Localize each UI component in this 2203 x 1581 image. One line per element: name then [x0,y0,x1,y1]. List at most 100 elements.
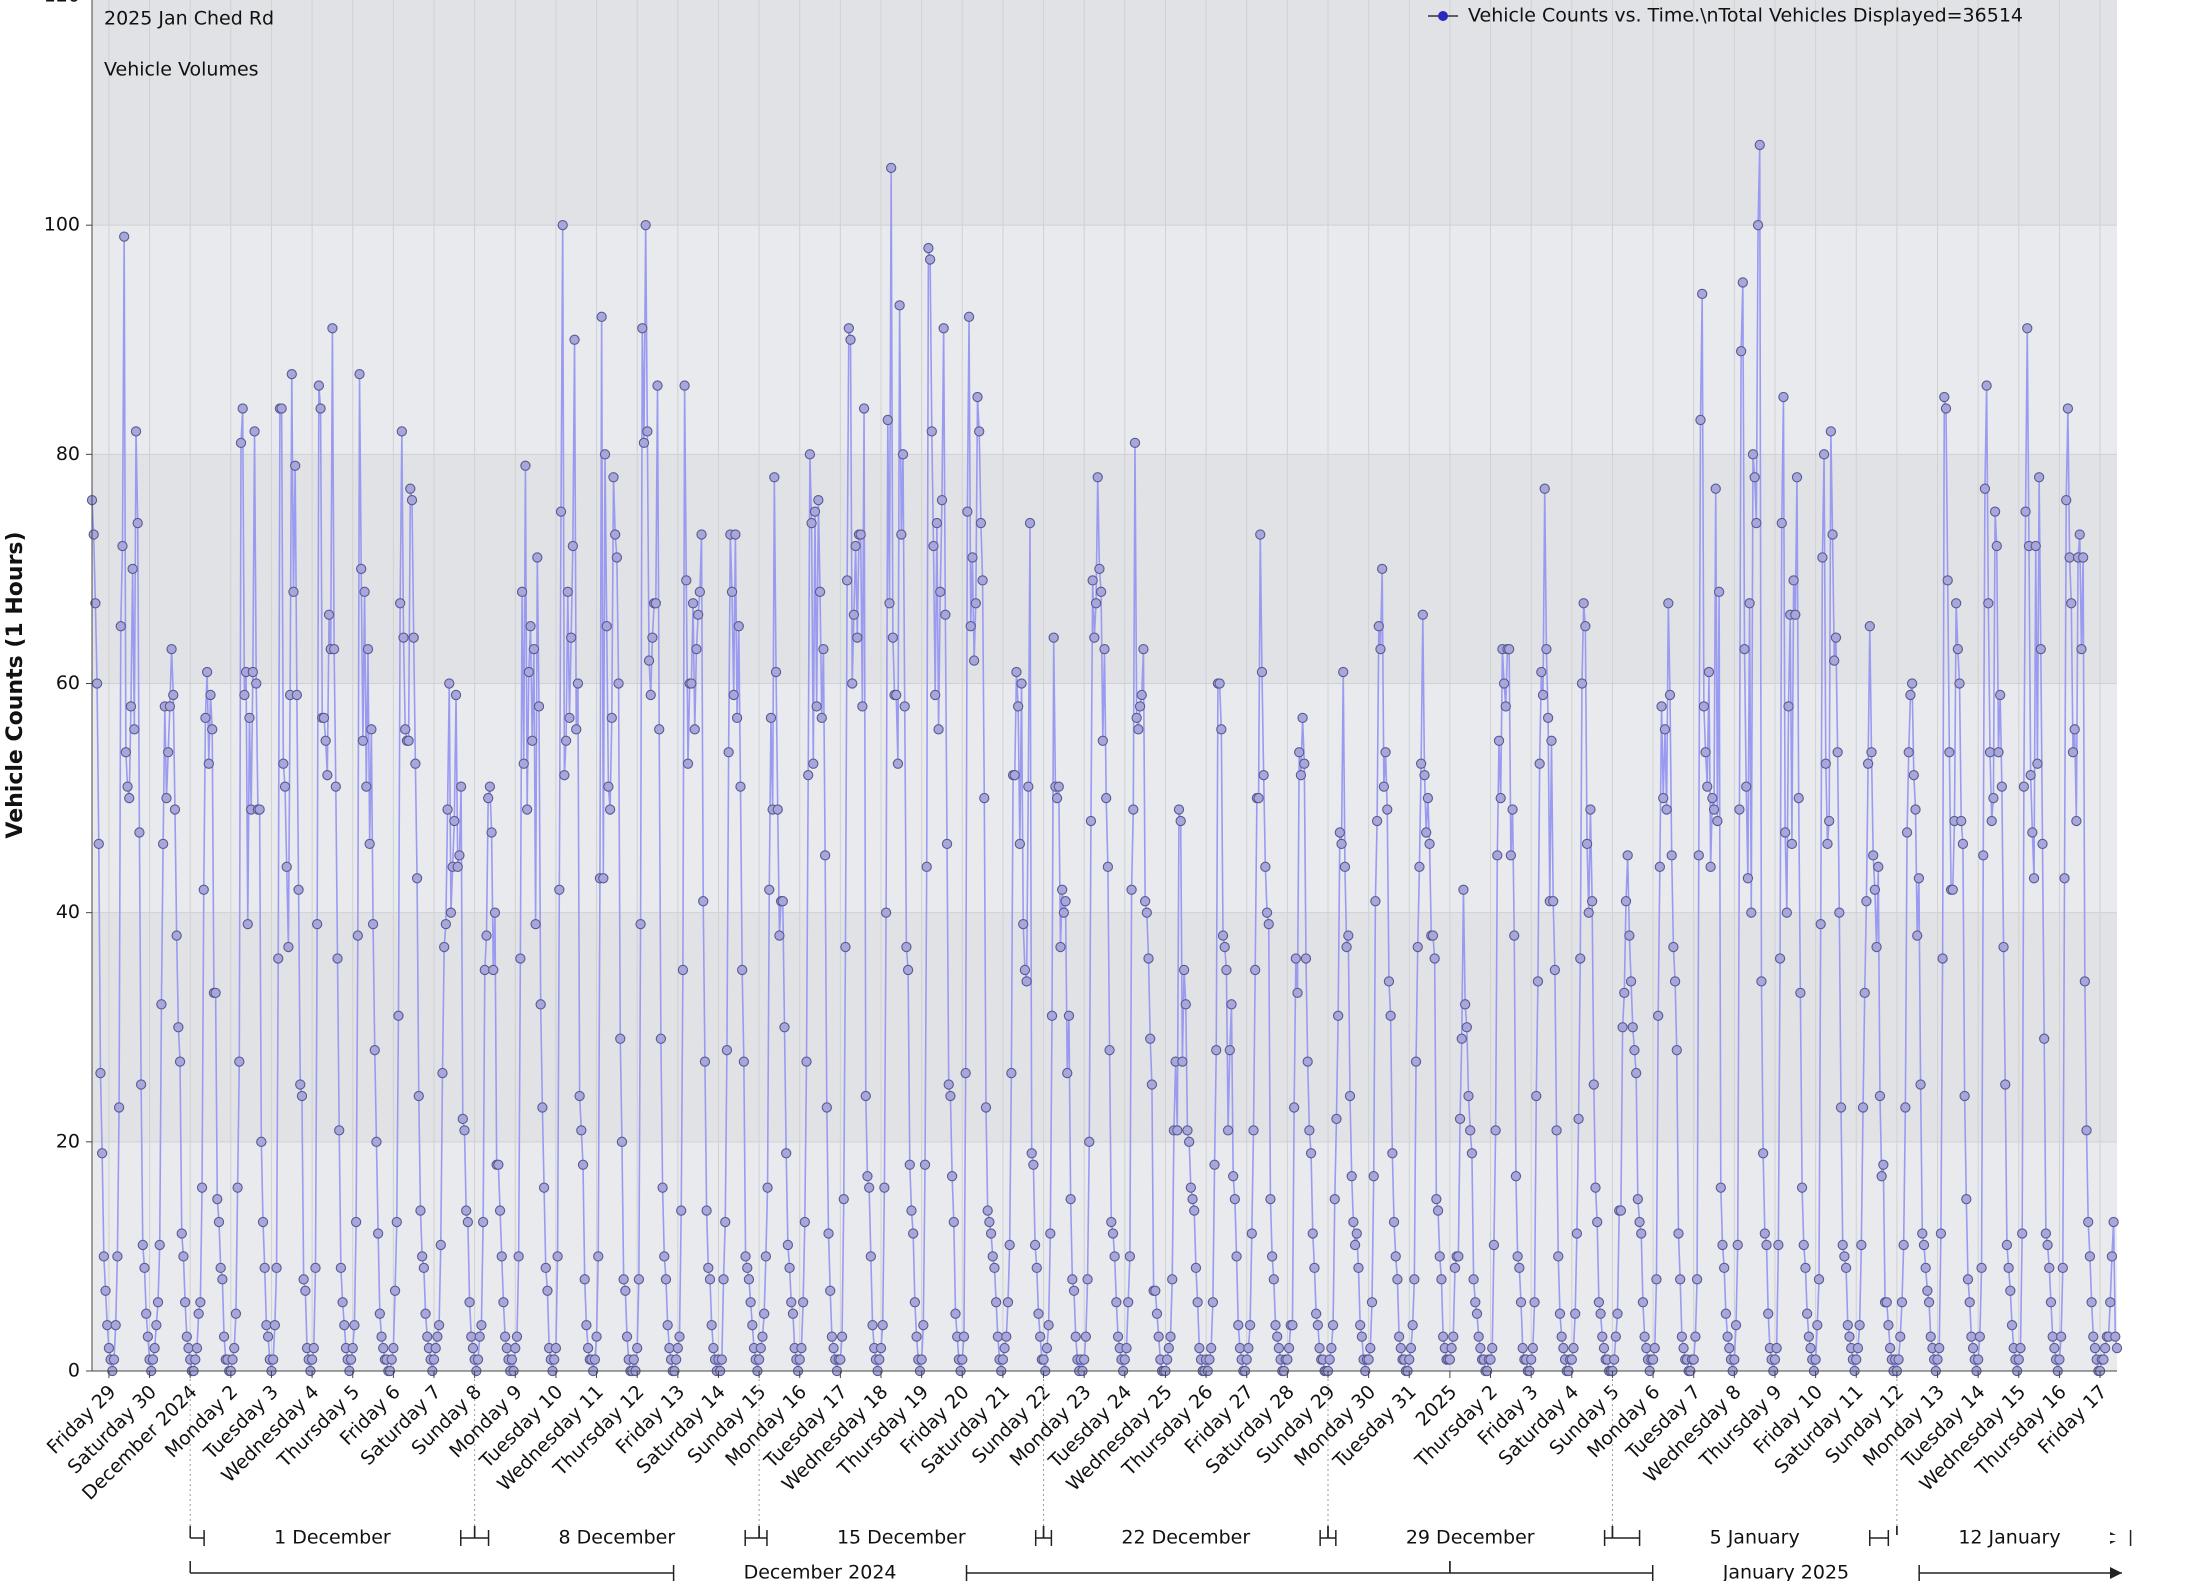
data-point [615,1033,626,1044]
data-point [268,1354,279,1365]
bracket-label: December 2024 [744,1562,897,1581]
data-point [461,1205,472,1216]
data-point [1705,861,1716,872]
data-point [452,861,463,872]
data-point [1790,609,1801,620]
data-point [459,1125,470,1136]
data-point [638,437,650,449]
data-point [2054,1354,2065,1365]
data-point [1414,861,1425,872]
data-point [432,1331,443,1342]
data-point [708,1342,719,1354]
data-point [1327,1320,1339,1331]
data-point [2084,1251,2096,1262]
data-point [483,792,494,804]
data-point [2081,1125,2092,1136]
data-point [825,1285,836,1296]
data-point [1492,850,1503,861]
data-point [1624,930,1635,941]
data-point [848,609,860,620]
data-point [1697,288,1708,300]
data-point [1356,1331,1368,1342]
data-point [974,426,985,437]
data-point [1048,632,1059,643]
data-point [1063,1010,1075,1021]
data-point [985,1228,997,1239]
data-point [191,1342,203,1354]
data-point [960,1067,971,1079]
data-point [205,689,216,701]
data-point [1893,1354,1904,1365]
data-point [1866,747,1877,758]
data-point [1138,643,1149,655]
data-point [1925,1331,1936,1342]
data-point [357,735,369,746]
data-point [1514,1262,1525,1274]
data-point [1233,1320,1244,1331]
data-point [466,1331,477,1342]
bracket-label-bg [1888,1535,2131,1541]
data-point [1422,792,1434,804]
data-point [816,712,827,724]
data-point [610,529,621,540]
data-point [291,689,303,701]
data-point [865,1251,876,1262]
data-point [1355,1320,1366,1331]
data-point [904,1159,915,1170]
data-point [1923,1297,1935,1308]
data-point [1153,1331,1164,1342]
data-point [262,1331,274,1342]
data-point [742,1262,753,1274]
data-point [1504,643,1515,655]
data-point [455,781,467,792]
data-point [528,643,540,655]
data-point [1165,1331,1176,1342]
data-point [1818,449,1830,460]
data-point [1800,1262,1811,1274]
data-point [1553,1251,1564,1262]
data-point [1509,930,1520,941]
data-point [477,1216,489,1228]
data-point [115,621,126,632]
data-point [579,1274,590,1285]
data-point [694,586,705,597]
data-point [1659,724,1671,735]
data-point [1106,1216,1117,1228]
data-point [1896,1297,1908,1308]
data-point [388,1342,399,1354]
data-point [1371,815,1383,827]
data-point [203,758,214,769]
data-point [1002,1297,1014,1308]
data-point [212,1193,223,1205]
legend-marker [1438,11,1448,21]
data-point [152,1297,164,1308]
data-point [1973,1354,1984,1365]
data-point [1630,1067,1642,1079]
data-point [1939,391,1950,403]
data-point [1226,999,1237,1010]
data-point [440,918,452,930]
data-point [818,643,829,655]
data-point [759,1308,770,1319]
data-point [2106,1251,2118,1262]
data-point [1429,953,1440,964]
data-point [1537,689,1549,701]
data-point [970,598,981,609]
data-point [1668,941,1679,953]
data-point [135,1079,147,1090]
data-point [689,724,700,735]
data-point [897,449,909,460]
data-point [1314,1342,1325,1354]
data-point [396,426,407,437]
data-point [1761,1239,1772,1251]
data-point [174,1056,186,1067]
data-point [1265,1193,1276,1205]
data-point [1634,1216,1645,1228]
data-point [945,1090,956,1102]
data-point [2062,403,2074,414]
data-point [892,758,904,769]
data-point [300,1285,311,1296]
data-point [1092,472,1103,483]
data-point [611,552,623,563]
data-point [1463,1090,1474,1102]
